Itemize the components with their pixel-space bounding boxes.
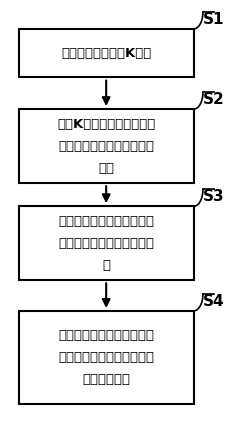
Text: 线，进行数据处理，得到精: 线，进行数据处理，得到精 [58, 351, 154, 364]
Text: S2: S2 [202, 92, 224, 107]
Text: S1: S1 [203, 12, 224, 27]
Text: 根据光功率参数，对电功率: 根据光功率参数，对电功率 [58, 215, 154, 228]
Text: 根据耗散功率和温度冷却曲: 根据耗散功率和温度冷却曲 [58, 329, 154, 342]
Text: 测试: 测试 [98, 161, 114, 175]
Text: 参数进行修正，得到耗散功: 参数进行修正，得到耗散功 [58, 237, 154, 250]
Text: 根据K因子测试温度冷却曲: 根据K因子测试温度冷却曲 [57, 117, 155, 131]
Bar [19, 109, 194, 183]
Bar [19, 29, 194, 77]
Text: 线，同时进行光功率参数的: 线，同时进行光功率参数的 [58, 139, 154, 153]
Bar [19, 206, 194, 280]
Text: 根据用户指令测试K因子: 根据用户指令测试K因子 [61, 47, 151, 60]
Text: 率: 率 [102, 259, 110, 271]
Text: 确的瞬态热阻: 确的瞬态热阻 [82, 373, 130, 386]
Bar [19, 311, 194, 404]
Text: S3: S3 [203, 189, 224, 204]
Text: S4: S4 [203, 294, 224, 309]
